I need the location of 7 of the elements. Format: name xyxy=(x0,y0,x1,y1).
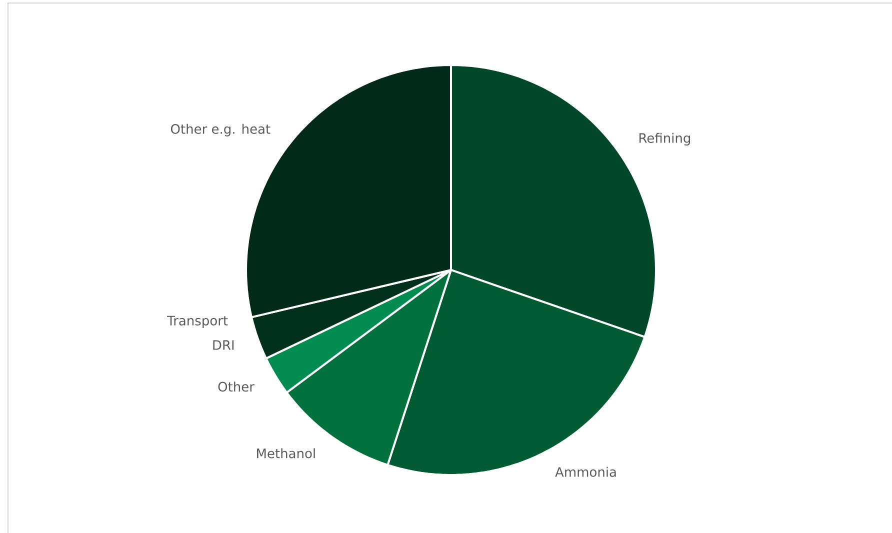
slice-label: Other e.g. heat xyxy=(170,124,270,136)
slice-label: Other xyxy=(218,382,254,392)
slice-label: Ammonia xyxy=(555,466,616,477)
slice-label: Refining xyxy=(639,132,690,146)
category-label: Transport xyxy=(167,316,228,328)
slice-label: DRI xyxy=(213,340,234,350)
slice-label: Methanol xyxy=(257,448,315,458)
